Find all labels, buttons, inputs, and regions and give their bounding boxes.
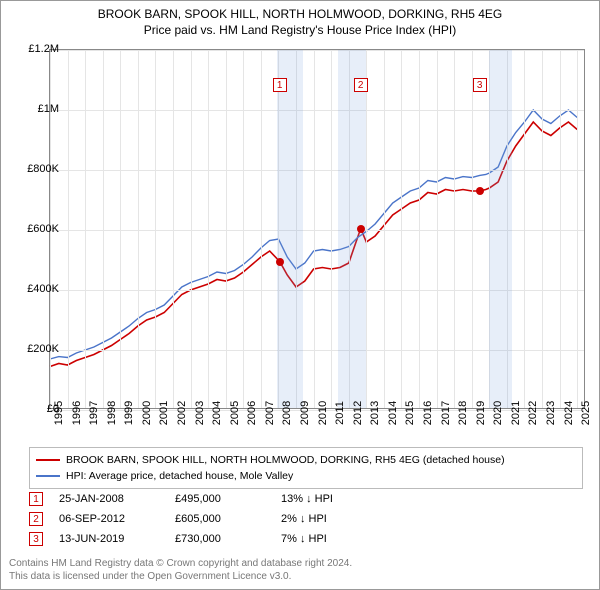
- plot-area: 1 2 3: [49, 49, 585, 409]
- x-axis-label: 2003: [194, 401, 206, 425]
- x-axis-label: 2002: [176, 401, 188, 425]
- x-axis-label: 2017: [440, 401, 452, 425]
- event-price: £605,000: [175, 513, 265, 525]
- legend-item: HPI: Average price, detached house, Mole…: [36, 468, 576, 484]
- x-axis-label: 2023: [545, 401, 557, 425]
- x-axis-label: 2014: [387, 401, 399, 425]
- event-number: 1: [29, 492, 43, 506]
- event-marker: 3: [473, 78, 487, 92]
- y-axis-label: £800K: [15, 163, 59, 175]
- x-axis-label: 2025: [580, 401, 592, 425]
- x-axis-label: 2007: [264, 401, 276, 425]
- title-address: BROOK BARN, SPOOK HILL, NORTH HOLMWOOD, …: [1, 7, 599, 21]
- sale-point: [476, 187, 484, 195]
- legend-swatch: [36, 459, 60, 461]
- x-axis-label: 1995: [53, 401, 65, 425]
- x-axis-label: 2009: [299, 401, 311, 425]
- event-row: 2 06-SEP-2012 £605,000 2% ↓ HPI: [29, 509, 583, 529]
- event-date: 06-SEP-2012: [59, 513, 159, 525]
- y-axis-label: £1.2M: [15, 43, 59, 55]
- sale-point: [357, 225, 365, 233]
- recession-band: [489, 50, 512, 408]
- legend-item: BROOK BARN, SPOOK HILL, NORTH HOLMWOOD, …: [36, 452, 576, 468]
- x-axis-label: 2008: [281, 401, 293, 425]
- legend-label: BROOK BARN, SPOOK HILL, NORTH HOLMWOOD, …: [66, 454, 505, 466]
- x-axis-label: 2016: [422, 401, 434, 425]
- x-axis-label: 1997: [88, 401, 100, 425]
- x-axis-label: 2005: [229, 401, 241, 425]
- footer-attribution: Contains HM Land Registry data © Crown c…: [9, 557, 352, 583]
- footer-line1: Contains HM Land Registry data © Crown c…: [9, 557, 352, 570]
- event-date: 13-JUN-2019: [59, 533, 159, 545]
- y-axis-label: £200K: [15, 343, 59, 355]
- x-axis-label: 2019: [475, 401, 487, 425]
- x-axis-label: 2001: [158, 401, 170, 425]
- x-axis-label: 2011: [334, 401, 346, 425]
- event-price: £495,000: [175, 493, 265, 505]
- legend-swatch: [36, 475, 60, 477]
- x-axis-label: 1999: [123, 401, 135, 425]
- title-block: BROOK BARN, SPOOK HILL, NORTH HOLMWOOD, …: [1, 1, 599, 39]
- event-delta: 7% ↓ HPI: [281, 533, 391, 545]
- recession-band: [277, 50, 303, 408]
- x-axis-label: 2022: [527, 401, 539, 425]
- x-axis-label: 1998: [106, 401, 118, 425]
- x-axis-label: 2018: [457, 401, 469, 425]
- x-axis-label: 2000: [141, 401, 153, 425]
- y-axis-label: £1M: [15, 103, 59, 115]
- chart-container: BROOK BARN, SPOOK HILL, NORTH HOLMWOOD, …: [0, 0, 600, 590]
- event-price: £730,000: [175, 533, 265, 545]
- y-axis-label: £400K: [15, 283, 59, 295]
- y-axis-label: £600K: [15, 223, 59, 235]
- event-number: 3: [29, 532, 43, 546]
- event-marker: 1: [273, 78, 287, 92]
- x-axis-label: 1996: [71, 401, 83, 425]
- title-subtitle: Price paid vs. HM Land Registry's House …: [1, 23, 599, 37]
- legend: BROOK BARN, SPOOK HILL, NORTH HOLMWOOD, …: [29, 447, 583, 489]
- events-table: 1 25-JAN-2008 £495,000 13% ↓ HPI 2 06-SEP-201…: [29, 489, 583, 549]
- x-axis-label: 2004: [211, 401, 223, 425]
- x-axis-label: 2020: [492, 401, 504, 425]
- x-axis-label: 2015: [404, 401, 416, 425]
- event-delta: 13% ↓ HPI: [281, 493, 391, 505]
- event-row: 1 25-JAN-2008 £495,000 13% ↓ HPI: [29, 489, 583, 509]
- x-axis-label: 2013: [369, 401, 381, 425]
- event-marker: 2: [354, 78, 368, 92]
- sale-point: [276, 258, 284, 266]
- event-delta: 2% ↓ HPI: [281, 513, 391, 525]
- x-axis-label: 2006: [246, 401, 258, 425]
- footer-line2: This data is licensed under the Open Gov…: [9, 570, 352, 583]
- event-row: 3 13-JUN-2019 £730,000 7% ↓ HPI: [29, 529, 583, 549]
- legend-label: HPI: Average price, detached house, Mole…: [66, 470, 293, 482]
- event-date: 25-JAN-2008: [59, 493, 159, 505]
- x-axis-label: 2010: [317, 401, 329, 425]
- event-number: 2: [29, 512, 43, 526]
- x-axis-label: 2024: [563, 401, 575, 425]
- x-axis-label: 2012: [352, 401, 364, 425]
- x-axis-label: 2021: [510, 401, 522, 425]
